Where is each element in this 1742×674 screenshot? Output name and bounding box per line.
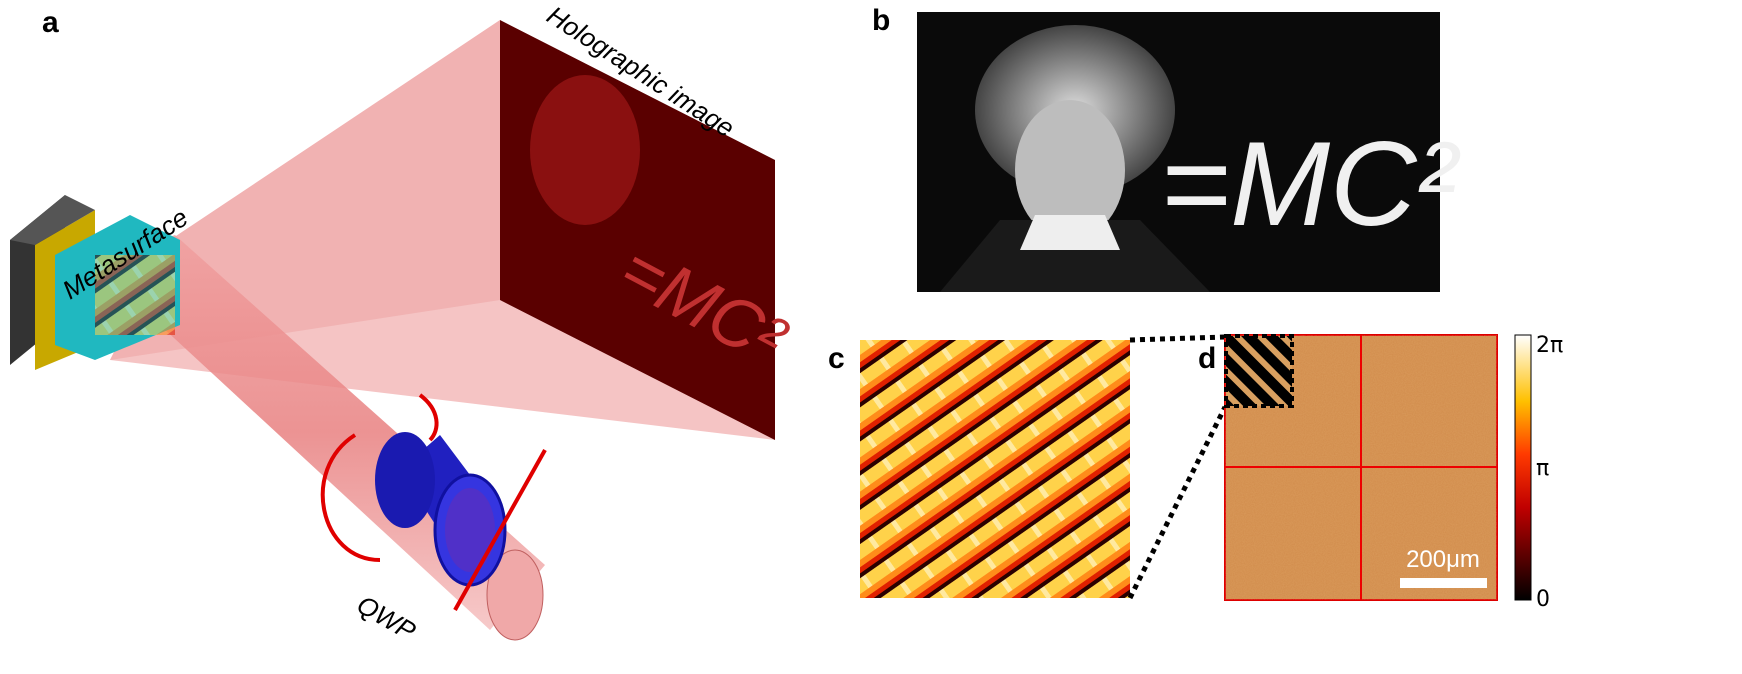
zoom-line bbox=[1130, 407, 1225, 598]
qwp-inner bbox=[445, 488, 495, 572]
panel-label: a bbox=[42, 6, 59, 39]
qwp-back bbox=[375, 432, 435, 528]
colorbar-tick-label: 0 bbox=[1536, 587, 1550, 612]
circular-arrow bbox=[420, 395, 437, 440]
colorbar-tick-label: π bbox=[1536, 456, 1549, 481]
panel-label: c bbox=[828, 342, 845, 375]
zoom-line bbox=[1130, 337, 1225, 340]
phase-map bbox=[860, 340, 1130, 598]
qwp-label: QWP bbox=[352, 589, 421, 646]
inset-region bbox=[1226, 336, 1292, 406]
scale-bar-label: 200μm bbox=[1406, 546, 1480, 573]
colorbar bbox=[1515, 335, 1531, 600]
hologram-face bbox=[530, 75, 640, 225]
panel-label: b bbox=[872, 4, 890, 37]
panel-label: d bbox=[1198, 342, 1216, 375]
scale-bar bbox=[1400, 578, 1487, 588]
figure: a =MC² Holographic image QWP Metasurface… bbox=[0, 0, 1742, 674]
photo-formula: =MC² bbox=[1160, 117, 1461, 251]
colorbar-tick-label: 2π bbox=[1536, 333, 1563, 358]
photo-collar bbox=[1020, 215, 1120, 250]
